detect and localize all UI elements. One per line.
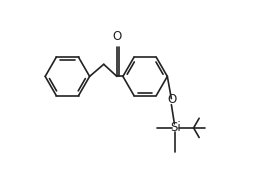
Text: O: O — [112, 30, 122, 43]
Text: Si: Si — [170, 121, 181, 134]
Text: O: O — [168, 93, 177, 106]
